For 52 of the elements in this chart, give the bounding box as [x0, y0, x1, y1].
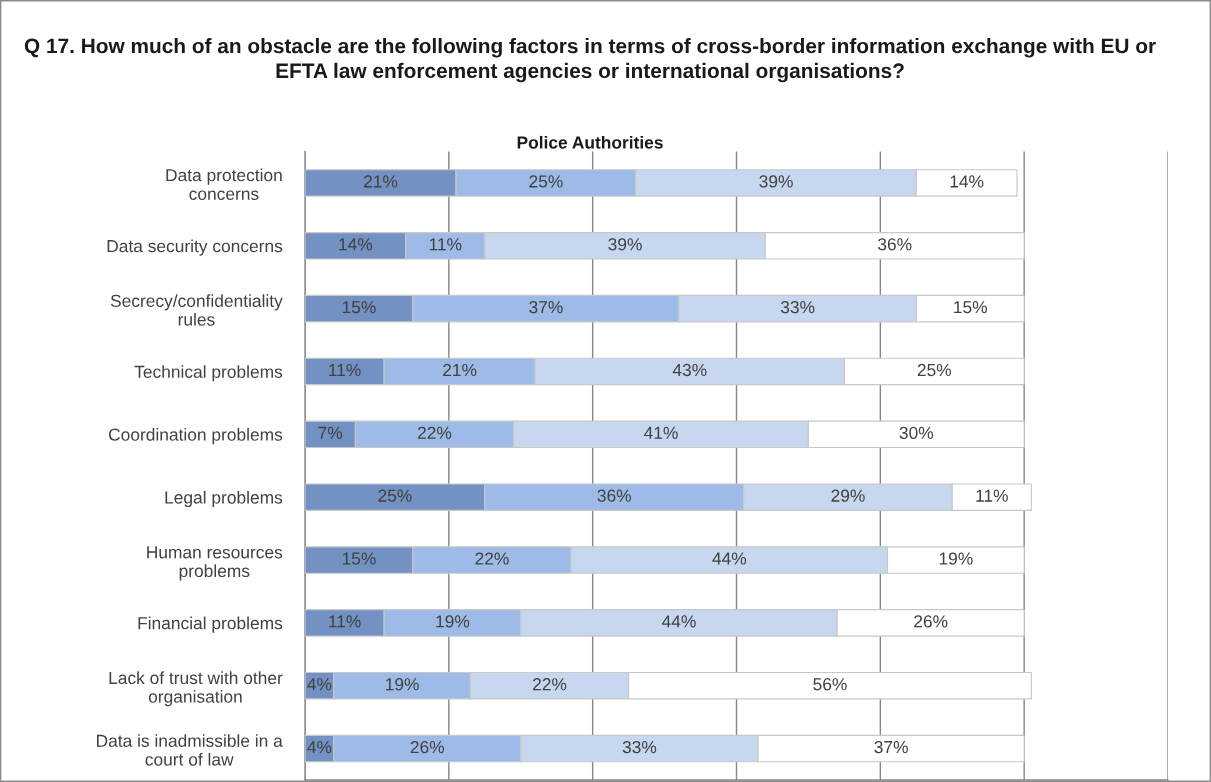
y-tick-label: Coordination problems	[109, 428, 283, 445]
data-label: 11%	[976, 489, 1008, 502]
data-label: 15%	[342, 552, 376, 565]
data-label: 22%	[417, 426, 452, 439]
data-label: 14%	[950, 175, 984, 188]
data-label: 22%	[533, 678, 567, 691]
data-label: 37%	[874, 740, 908, 754]
y-tick-label: Secrecy/confidentiality rules	[110, 294, 283, 326]
y-tick-label: Lack of trust with other organisation	[109, 671, 283, 707]
data-label: 33%	[622, 740, 657, 754]
data-label: 37%	[529, 300, 563, 314]
data-label: 11%	[429, 238, 462, 251]
data-label: 33%	[780, 300, 815, 314]
data-label: 15%	[954, 301, 987, 314]
y-tick-label: Data security concerns	[107, 239, 283, 256]
chart-title: Q 17. How much of an obstacle are the following factors in terms of cross-border information exchange with EU or EFTA law enforcement agencies or international organisations?	[24, 38, 1156, 83]
data-label: 4%	[307, 741, 332, 754]
data-label: 30%	[899, 426, 934, 439]
y-tick-label: Data protection concerns	[166, 168, 282, 200]
data-label: 11%	[329, 615, 361, 628]
y-tick-label: Legal problems	[165, 490, 283, 508]
data-label: 7%	[318, 426, 343, 439]
data-label: 41%	[644, 426, 678, 439]
y-tick-label: Human resources problems	[147, 546, 283, 581]
data-label: 43%	[672, 363, 707, 377]
chart-subtitle: Police Authorities	[517, 135, 663, 149]
data-label: 39%	[608, 238, 642, 251]
data-label: 44%	[712, 552, 747, 565]
data-label: 19%	[436, 615, 470, 628]
data-label: 26%	[914, 615, 948, 628]
data-label: 4%	[307, 678, 332, 691]
y-tick-label: Data is inadmissible in a court of law	[97, 734, 283, 766]
data-label: 19%	[386, 678, 419, 691]
data-label: 29%	[831, 489, 865, 502]
data-label: 21%	[364, 175, 398, 188]
data-label: 14%	[339, 238, 373, 251]
data-label: 21%	[443, 363, 477, 377]
data-label: 44%	[661, 615, 696, 628]
y-tick-label: Technical problems	[134, 365, 283, 382]
data-label: 36%	[878, 238, 912, 251]
y-tick-label: Financial problems	[138, 616, 283, 633]
data-label: 36%	[597, 489, 631, 502]
data-label: 39%	[759, 175, 793, 188]
data-label: 25%	[529, 175, 563, 188]
data-label: 19%	[939, 552, 973, 565]
data-label: 15%	[342, 301, 376, 314]
data-label: 22%	[475, 552, 509, 565]
data-label: 56%	[813, 678, 847, 691]
data-label: 25%	[917, 363, 952, 377]
data-label: 11%	[329, 363, 361, 377]
data-label: 25%	[378, 489, 412, 502]
data-label: 26%	[410, 740, 445, 754]
